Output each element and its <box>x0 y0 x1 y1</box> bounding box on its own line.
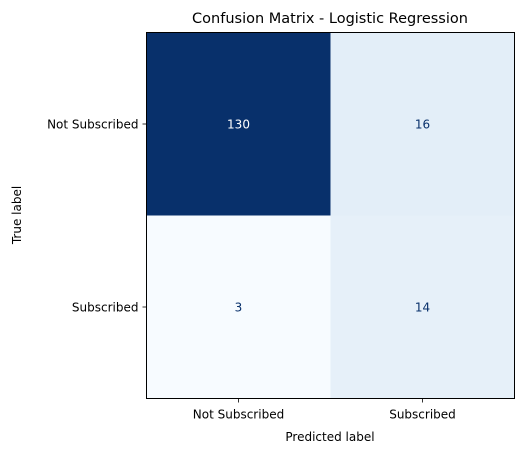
y-axis-ticks: Not Subscribed Subscribed <box>47 118 147 315</box>
cell-value-r0-c0: 130 <box>227 118 250 132</box>
heatmap-cells <box>146 32 515 399</box>
y-axis-label: True label <box>10 186 24 245</box>
x-tick-label-0: Not Subscribed <box>193 408 284 422</box>
cell-value-r1-c0: 3 <box>235 301 243 315</box>
x-tick-label-1: Subscribed <box>389 408 456 422</box>
cell-value-r0-c1: 16 <box>415 118 430 132</box>
heatmap-cell-r1-c1 <box>330 215 515 399</box>
heatmap-cell-r0-c0 <box>146 32 331 216</box>
y-tick-label-0: Not Subscribed <box>47 118 138 132</box>
heatmap-cell-r0-c1 <box>330 32 515 216</box>
y-tick-label-1: Subscribed <box>72 301 139 315</box>
cell-value-labels: 130 16 3 14 <box>227 118 430 315</box>
chart-title: Confusion Matrix - Logistic Regression <box>192 11 468 27</box>
plot-frame <box>146 32 515 399</box>
x-axis-label: Predicted label <box>285 430 374 444</box>
x-axis-ticks: Not Subscribed Subscribed <box>193 398 456 422</box>
heatmap-cell-r1-c0 <box>146 215 331 399</box>
cell-value-r1-c1: 14 <box>415 301 430 315</box>
